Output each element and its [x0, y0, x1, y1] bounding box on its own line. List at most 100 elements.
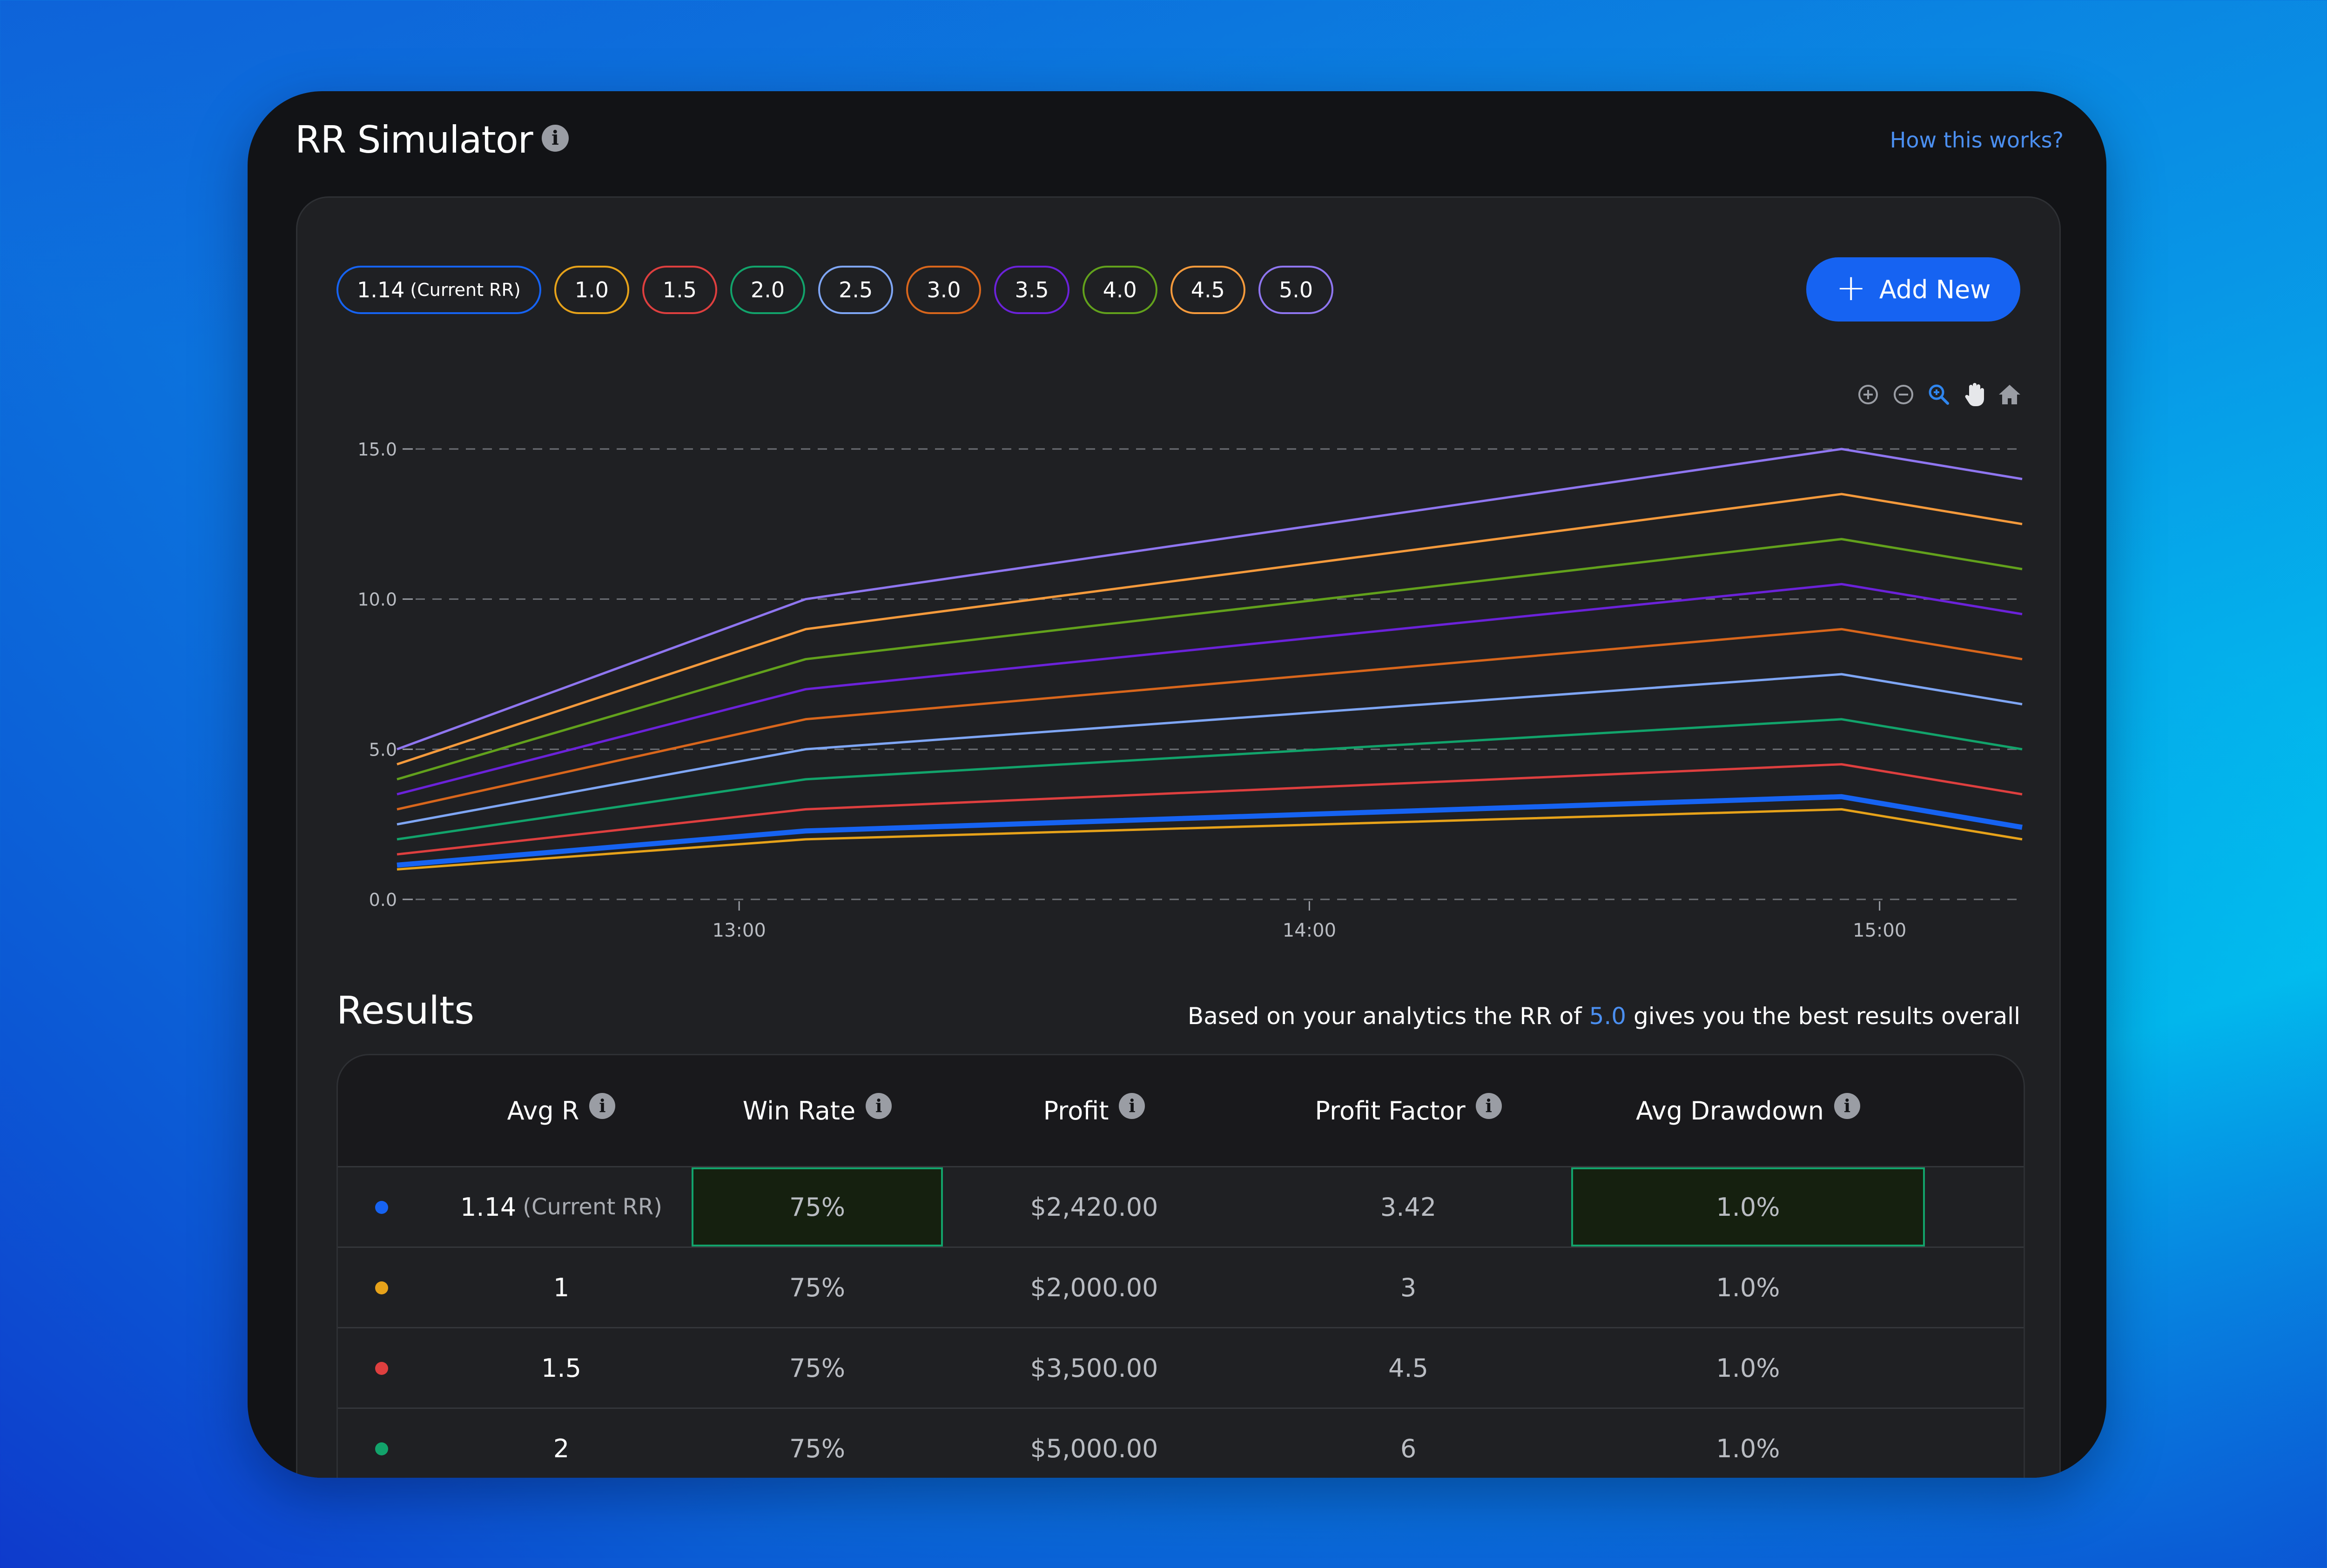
win-rate-cell-value: 75%: [789, 1353, 846, 1383]
rr-chip[interactable]: 1.0: [554, 266, 629, 314]
series-line[interactable]: [397, 493, 2023, 765]
pan-hand-icon[interactable]: [1962, 382, 1987, 407]
drawdown-cell: 1.0%: [1571, 1248, 1925, 1327]
series-line[interactable]: [397, 794, 2023, 868]
table-row[interactable]: 2 75% $5,000.00 6 1.0%: [338, 1409, 2024, 1478]
profit-cell: $2,000.00: [943, 1248, 1245, 1327]
series-line[interactable]: [397, 538, 2023, 781]
series-line[interactable]: [397, 583, 2023, 796]
best-rr-value: 5.0: [1589, 1003, 1627, 1030]
y-tick-label: 0.0: [369, 890, 397, 910]
rr-chip-label: 1.5: [662, 277, 697, 302]
info-icon[interactable]: i: [866, 1093, 892, 1119]
series-color-dot: [375, 1281, 388, 1294]
profit-factor-cell: 6: [1245, 1409, 1571, 1478]
series-line[interactable]: [397, 628, 2023, 811]
info-icon[interactable]: i: [1834, 1093, 1860, 1119]
profit-factor-cell-value: 3.42: [1380, 1192, 1437, 1222]
current-rr-tag: (Current RR): [523, 1194, 662, 1220]
rr-chip[interactable]: 1.14 (Current RR): [336, 266, 541, 314]
series-line[interactable]: [397, 718, 2023, 841]
rr-chip[interactable]: 3.0: [906, 266, 982, 314]
zoom-select-icon[interactable]: [1926, 382, 1951, 407]
results-summary-prefix: Based on your analytics the RR of: [1187, 1003, 1589, 1030]
rr-chip[interactable]: 3.5: [994, 266, 1069, 314]
win-rate-cell: 75%: [692, 1409, 943, 1478]
rr-chip-list: 1.14 (Current RR) 1.0 1.5 2.0 2.5 3.0 3.5 4.0 4.5…: [336, 266, 1334, 314]
simulator-panel: 1.14 (Current RR) 1.0 1.5 2.0 2.5 3.0 3.5 4.0 4.5…: [296, 196, 2061, 1478]
profit-cell-value: $2,000.00: [1030, 1273, 1158, 1302]
win-rate-cell: 75%: [692, 1328, 943, 1407]
column-header-label: Profit: [1043, 1096, 1109, 1126]
win-rate-cell: 75%: [692, 1248, 943, 1327]
series-color-dot: [375, 1442, 388, 1455]
x-tick-label: 14:00: [1283, 920, 1336, 941]
info-icon[interactable]: i: [1119, 1093, 1145, 1119]
chart-toolbar: [1856, 382, 2022, 407]
y-tick-label: 5.0: [369, 739, 397, 760]
win-rate-cell: 75%: [692, 1167, 943, 1246]
zoom-out-icon[interactable]: [1891, 382, 1916, 407]
results-summary: Based on your analytics the RR of 5.0 gi…: [1188, 1003, 2020, 1030]
table-row[interactable]: 1.5 75% $3,500.00 4.5 1.0%: [338, 1328, 2024, 1409]
zoom-in-icon[interactable]: [1856, 382, 1881, 407]
avg-r-cell: 1.5: [431, 1328, 692, 1407]
info-icon[interactable]: i: [589, 1093, 616, 1119]
plus-icon: +: [1836, 267, 1866, 309]
rr-chip-label: 5.0: [1278, 277, 1313, 302]
drawdown-cell: 1.0%: [1571, 1409, 1925, 1478]
rr-chip[interactable]: 4.0: [1082, 266, 1157, 314]
profit-cell: $5,000.00: [943, 1409, 1245, 1478]
y-tick-label: 10.0: [357, 590, 397, 610]
app-window: RR Simulator i How this works? 1.14 (Curr…: [248, 91, 2106, 1478]
series-color-dot: [375, 1201, 388, 1214]
rr-chip-sublabel: (Current RR): [410, 280, 521, 300]
column-header: Win Rate i: [692, 1055, 943, 1166]
table-row[interactable]: 1 75% $2,000.00 3 1.0%: [338, 1248, 2024, 1328]
drawdown-cell-value: 1.0%: [1716, 1192, 1780, 1222]
rr-chip[interactable]: 2.5: [818, 266, 894, 314]
avg-r-cell: 1: [431, 1248, 692, 1327]
drawdown-cell: 1.0%: [1571, 1167, 1925, 1246]
column-header-label: Profit Factor: [1315, 1096, 1466, 1126]
series-line[interactable]: [397, 448, 2023, 750]
x-tick-label: 13:00: [713, 920, 766, 941]
rr-chip-label: 3.0: [927, 277, 961, 302]
profit-factor-cell-value: 6: [1400, 1434, 1417, 1463]
series-line[interactable]: [397, 808, 2023, 871]
series-line[interactable]: [397, 673, 2023, 826]
profit-factor-cell: 4.5: [1245, 1328, 1571, 1407]
rr-chip[interactable]: 4.5: [1170, 266, 1245, 314]
column-header: Avg Drawdown i: [1571, 1055, 1925, 1166]
rr-chip[interactable]: 2.0: [730, 266, 806, 314]
table-row[interactable]: 1.14 (Current RR) 75% $2,420.00 3.42 1.0%: [338, 1167, 2024, 1248]
profit-cell-value: $2,420.00: [1030, 1192, 1158, 1222]
profit-factor-cell: 3.42: [1245, 1167, 1571, 1246]
results-title: Results: [336, 989, 475, 1033]
series-line[interactable]: [397, 763, 2023, 856]
rr-line-chart: 0.0 5.0 10.0 15.0 13:00 14:00 15:00: [357, 439, 2023, 941]
info-icon[interactable]: i: [542, 125, 569, 152]
rr-chip-label: 4.0: [1103, 277, 1137, 302]
win-rate-cell-value: 75%: [789, 1273, 846, 1302]
win-rate-cell-value: 75%: [789, 1434, 846, 1463]
column-header: Profit i: [943, 1055, 1245, 1166]
how-this-works-link[interactable]: How this works?: [1890, 127, 2064, 153]
column-header-label: Avg R: [507, 1096, 579, 1126]
home-reset-icon[interactable]: [1997, 382, 2022, 407]
rr-chip-label: 3.5: [1015, 277, 1049, 302]
win-rate-cell-value: 75%: [789, 1192, 846, 1222]
rr-chip[interactable]: 5.0: [1258, 266, 1334, 314]
rr-chip-label: 1.0: [574, 277, 609, 302]
rr-chip[interactable]: 1.5: [642, 266, 717, 314]
page-title: RR Simulator: [295, 118, 533, 161]
add-new-button[interactable]: + Add New: [1806, 257, 2020, 322]
drawdown-cell-value: 1.0%: [1716, 1353, 1780, 1383]
profit-cell: $3,500.00: [943, 1328, 1245, 1407]
drawdown-cell-value: 1.0%: [1716, 1434, 1780, 1463]
info-icon[interactable]: i: [1475, 1093, 1502, 1119]
avg-r-cell-value: 2: [553, 1434, 570, 1463]
profit-factor-cell: 3: [1245, 1248, 1571, 1327]
rr-chip-label: 2.5: [839, 277, 873, 302]
